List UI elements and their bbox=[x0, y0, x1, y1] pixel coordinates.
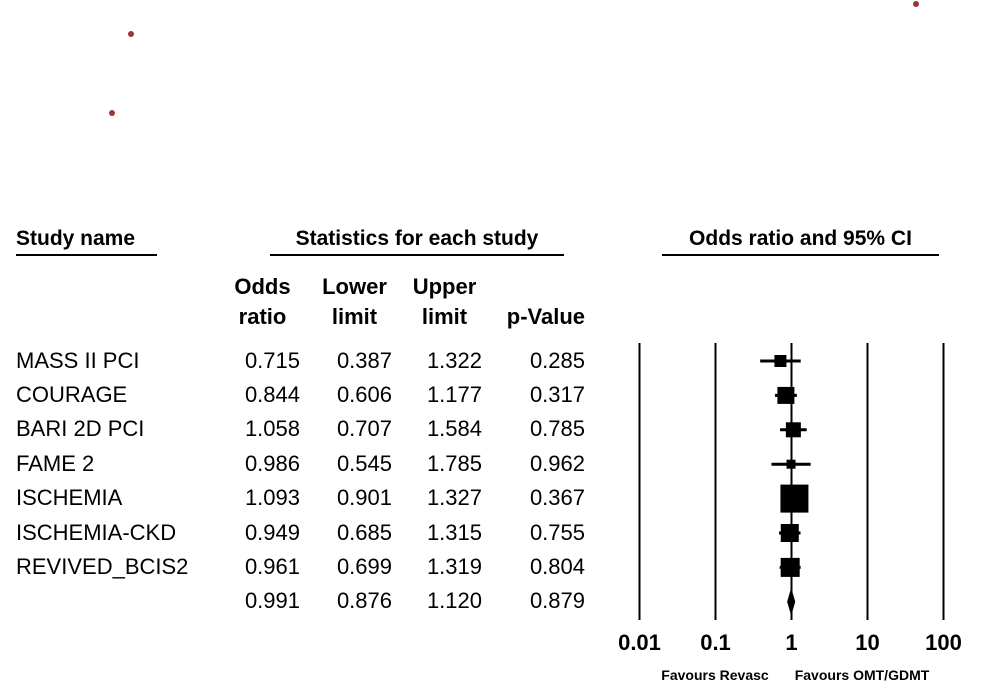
favours-omt-gdmt-label: Favours OMT/GDMT bbox=[794, 667, 930, 683]
study-name-cell: ISCHEMIA bbox=[16, 485, 123, 511]
p-value-cell: 0.755 bbox=[529, 519, 585, 545]
p-value-cell: 0.804 bbox=[529, 554, 585, 579]
p-value-cell: 0.962 bbox=[529, 450, 585, 476]
upper-limit-column-header: Upper limit bbox=[412, 274, 477, 329]
x-axis-tick-label: 10 bbox=[855, 630, 880, 655]
upper-limit-cell: 1.120 bbox=[426, 588, 482, 614]
lower-limit-column-header: Lower limit bbox=[322, 274, 387, 329]
upper-limit-cell: 1.785 bbox=[426, 450, 482, 476]
odds-ratio-column-header: Odds ratio bbox=[234, 274, 291, 329]
summary-diamond bbox=[787, 587, 796, 616]
odds-ratio-square-marker bbox=[780, 557, 800, 577]
upper-limit-cell: 1.177 bbox=[426, 382, 482, 407]
upper-limit-cell: 1.319 bbox=[426, 554, 482, 579]
upper-limit-cell: 1.327 bbox=[426, 485, 482, 511]
odds-ratio-square-marker bbox=[774, 355, 787, 367]
statistics-header: Statistics for each study bbox=[270, 227, 564, 256]
study-name-cell: ISCHEMIA-CKD bbox=[16, 519, 177, 545]
odds-ratio-cell: 1.058 bbox=[244, 416, 300, 442]
odds-ratio-square-marker bbox=[785, 422, 801, 438]
lower-limit-cell: 0.387 bbox=[336, 347, 392, 373]
upper-limit-cell: 1.584 bbox=[426, 416, 482, 442]
p-value-cell: 0.317 bbox=[529, 382, 585, 407]
summary-row: 0.991 0.876 1.120 0.879 bbox=[0, 584, 610, 618]
p-value-cell: 0.879 bbox=[529, 588, 585, 614]
odds-ratio-cell: 0.986 bbox=[244, 450, 300, 476]
lower-limit-cell: 0.545 bbox=[336, 450, 392, 476]
table-row: REVIVED_BCIS2 0.961 0.699 1.319 0.804 bbox=[0, 550, 610, 584]
table-row: FAME 2 0.986 0.545 1.785 0.962 bbox=[0, 447, 610, 481]
p-value-cell: 0.285 bbox=[529, 347, 585, 373]
study-name-cell: MASS II PCI bbox=[16, 347, 140, 373]
odds-ratio-cell: 1.093 bbox=[244, 485, 300, 511]
table-row: COURAGE 0.844 0.606 1.177 0.317 bbox=[0, 378, 610, 412]
red-dot-mark bbox=[913, 1, 919, 7]
x-axis-tick-label: 100 bbox=[925, 630, 962, 655]
table-row: ISCHEMIA-CKD 0.949 0.685 1.315 0.755 bbox=[0, 516, 610, 550]
p-value-cell: 0.367 bbox=[529, 485, 585, 511]
table-row: BARI 2D PCI 1.058 0.707 1.584 0.785 bbox=[0, 412, 610, 446]
x-axis-tick-label: 0.01 bbox=[618, 630, 661, 655]
table-row: MASS II PCI 0.715 0.387 1.322 0.285 bbox=[0, 344, 610, 378]
x-axis-tick-label: 0.1 bbox=[700, 630, 731, 655]
odds-ratio-cell: 0.715 bbox=[244, 347, 300, 373]
odds-ratio-square-marker bbox=[780, 484, 809, 513]
odds-ratio-cell: 0.961 bbox=[244, 554, 300, 579]
p-value-cell: 0.785 bbox=[529, 416, 585, 442]
favours-revasc-label: Favours Revasc bbox=[661, 667, 769, 683]
p-value-column-header: p-Value bbox=[506, 304, 585, 329]
lower-limit-cell: 0.685 bbox=[336, 519, 392, 545]
lower-limit-cell: 0.699 bbox=[336, 554, 392, 579]
table-row: ISCHEMIA 1.093 0.901 1.327 0.367 bbox=[0, 481, 610, 515]
odds-ratio-square-marker bbox=[780, 524, 799, 542]
red-dot-mark bbox=[109, 110, 115, 116]
lower-limit-cell: 0.901 bbox=[336, 485, 392, 511]
study-name-cell: REVIVED_BCIS2 bbox=[16, 554, 189, 579]
study-name-cell: BARI 2D PCI bbox=[16, 416, 145, 442]
x-axis-tick-label: 1 bbox=[785, 630, 798, 655]
upper-limit-cell: 1.315 bbox=[426, 519, 482, 545]
odds-ratio-square-marker bbox=[777, 386, 795, 404]
odds-ratio-cell: 0.844 bbox=[244, 382, 300, 407]
odds-ratio-cell: 0.949 bbox=[244, 519, 300, 545]
red-dot-mark bbox=[128, 31, 134, 37]
lower-limit-cell: 0.606 bbox=[336, 382, 392, 407]
odds-ratio-ci-header: Odds ratio and 95% CI bbox=[662, 227, 939, 256]
odds-ratio-square-marker bbox=[786, 459, 796, 469]
lower-limit-cell: 0.707 bbox=[336, 416, 392, 442]
upper-limit-cell: 1.322 bbox=[426, 347, 482, 373]
study-name-header: Study name bbox=[16, 227, 157, 256]
study-name-cell: COURAGE bbox=[16, 382, 128, 407]
odds-ratio-cell: 0.991 bbox=[244, 588, 300, 614]
study-name-cell: FAME 2 bbox=[16, 450, 95, 476]
lower-limit-cell: 0.876 bbox=[336, 588, 392, 614]
